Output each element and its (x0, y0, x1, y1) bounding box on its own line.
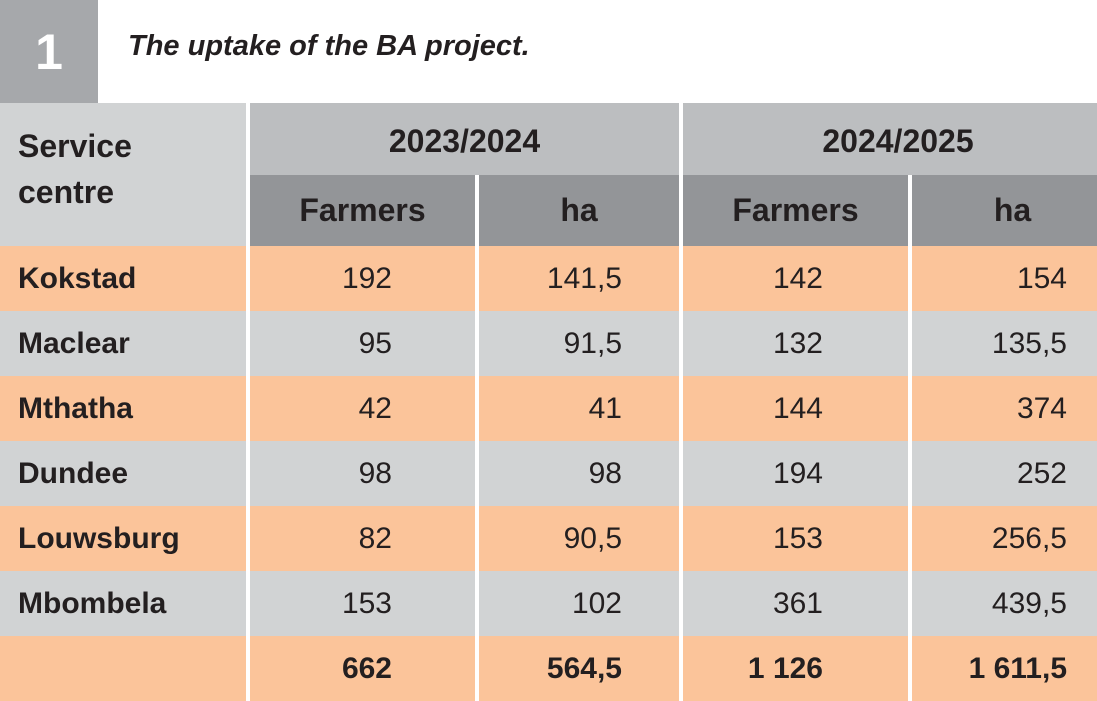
header-service-centre: Service centre (0, 103, 246, 246)
header-farmers-2024: Farmers (683, 175, 908, 246)
cell-farmers-2023: 42 (250, 376, 475, 441)
uptake-table: Service centre 2023/2024 2024/2025 Farme… (0, 103, 1097, 701)
total-farmers-2023: 662 (250, 636, 475, 701)
header-ha-2024: ha (912, 175, 1097, 246)
cell-farmers-2024: 194 (683, 441, 908, 506)
total-ha-2024: 1 611,5 (912, 636, 1097, 701)
cell-ha-2023: 91,5 (479, 311, 679, 376)
row-label: Maclear (0, 311, 246, 376)
row-label: Dundee (0, 441, 246, 506)
cell-farmers-2024: 153 (683, 506, 908, 571)
cell-ha-2023: 90,5 (479, 506, 679, 571)
cell-farmers-2023: 95 (250, 311, 475, 376)
cell-farmers-2023: 153 (250, 571, 475, 636)
total-farmers-2024: 1 126 (683, 636, 908, 701)
row-label: Mthatha (0, 376, 246, 441)
cell-farmers-2024: 142 (683, 246, 908, 311)
cell-farmers-2024: 132 (683, 311, 908, 376)
cell-ha-2023: 98 (479, 441, 679, 506)
header-year-2023-2024: 2023/2024 (250, 103, 679, 175)
cell-farmers-2024: 361 (683, 571, 908, 636)
cell-farmers-2023: 192 (250, 246, 475, 311)
cell-ha-2024: 252 (912, 441, 1097, 506)
total-row-label (0, 636, 246, 701)
header-service-centre-line1: Service (18, 127, 132, 164)
cell-ha-2024: 135,5 (912, 311, 1097, 376)
row-label: Mbombela (0, 571, 246, 636)
header-farmers-2023: Farmers (250, 175, 475, 246)
header-year-2024-2025: 2024/2025 (683, 103, 1097, 175)
cell-farmers-2023: 98 (250, 441, 475, 506)
cell-farmers-2023: 82 (250, 506, 475, 571)
cell-ha-2024: 439,5 (912, 571, 1097, 636)
cell-ha-2023: 141,5 (479, 246, 679, 311)
row-label: Louwsburg (0, 506, 246, 571)
total-ha-2023: 564,5 (479, 636, 679, 701)
cell-farmers-2024: 144 (683, 376, 908, 441)
table-number-badge: 1 (0, 0, 98, 103)
cell-ha-2024: 256,5 (912, 506, 1097, 571)
cell-ha-2024: 154 (912, 246, 1097, 311)
cell-ha-2024: 374 (912, 376, 1097, 441)
row-label: Kokstad (0, 246, 246, 311)
cell-ha-2023: 102 (479, 571, 679, 636)
header-service-centre-line2: centre (18, 173, 115, 210)
header-ha-2023: ha (479, 175, 679, 246)
table-caption: The uptake of the BA project. (128, 30, 530, 62)
cell-ha-2023: 41 (479, 376, 679, 441)
